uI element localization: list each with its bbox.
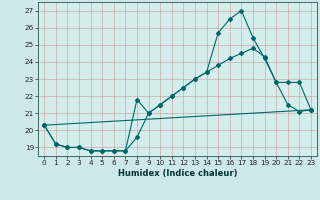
X-axis label: Humidex (Indice chaleur): Humidex (Indice chaleur) bbox=[118, 169, 237, 178]
